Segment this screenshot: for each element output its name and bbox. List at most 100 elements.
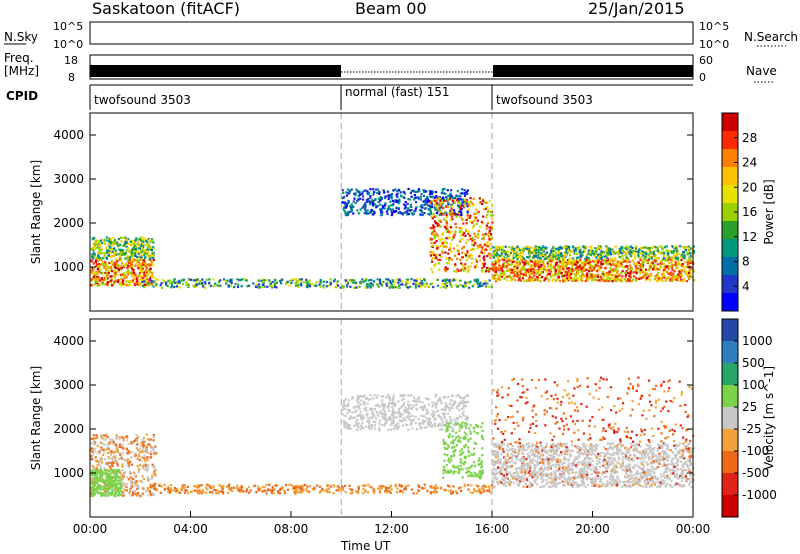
power-data-point xyxy=(512,256,515,259)
power-data-point xyxy=(440,191,443,195)
power-data-point xyxy=(284,282,288,285)
power-data-point xyxy=(610,248,613,251)
power-data-point xyxy=(314,284,317,287)
velocity-data-point xyxy=(338,486,341,489)
power-data-point xyxy=(438,196,442,199)
power-data-point xyxy=(445,257,448,260)
power-data-point xyxy=(117,279,120,282)
power-data-point xyxy=(496,258,499,261)
power-data-point xyxy=(459,210,463,213)
power-data-point xyxy=(126,266,129,269)
velocity-data-point xyxy=(245,490,248,493)
power-data-point xyxy=(487,210,490,213)
power-data-point xyxy=(524,268,527,271)
power-data-point xyxy=(545,275,548,278)
power-data-point xyxy=(146,248,150,251)
velocity-data-point xyxy=(449,406,453,409)
power-data-point xyxy=(655,267,658,271)
power-data-point xyxy=(109,238,112,241)
power-data-point xyxy=(391,286,394,289)
power-data-point xyxy=(597,265,600,268)
velocity-data-point xyxy=(230,487,233,490)
power-data-point xyxy=(94,239,98,243)
power-data-point xyxy=(400,212,403,215)
velocity-data-point xyxy=(275,484,278,487)
velocity-data-point xyxy=(396,487,399,490)
power-data-point xyxy=(473,279,476,282)
colorbar-tick-label: 20 xyxy=(742,180,757,194)
velocity-data-point xyxy=(93,484,97,487)
power-data-point xyxy=(450,210,453,213)
power-data-point xyxy=(102,256,106,259)
power-data-point xyxy=(152,276,155,279)
power-data-point xyxy=(130,251,133,254)
power-data-point xyxy=(536,265,539,268)
power-data-point xyxy=(430,192,434,195)
power-data-point xyxy=(564,262,567,266)
power-data-point xyxy=(373,203,377,206)
velocity-data-point xyxy=(127,464,130,467)
power-data-point xyxy=(372,202,375,205)
power-data-point xyxy=(453,254,457,257)
power-data-point xyxy=(437,203,440,206)
power-data-point xyxy=(571,251,574,254)
velocity-data-point xyxy=(155,468,158,472)
power-data-point xyxy=(354,281,358,284)
power-data-point xyxy=(139,244,142,247)
power-data-point xyxy=(132,253,135,256)
velocity-data-point xyxy=(273,488,276,491)
power-data-point xyxy=(512,275,515,278)
power-data-point xyxy=(468,216,471,219)
power-data-point xyxy=(492,254,495,257)
power-data-point xyxy=(397,207,400,211)
power-data-point xyxy=(373,211,376,214)
power-data-point xyxy=(637,261,640,265)
velocity-data-point xyxy=(115,482,118,485)
power-data-point xyxy=(161,278,165,282)
power-data-point xyxy=(575,256,579,260)
velocity-data-point xyxy=(373,491,376,495)
power-data-point xyxy=(454,284,458,287)
velocity-data-point xyxy=(91,472,94,476)
velocity-data-point xyxy=(200,483,203,487)
power-data-point xyxy=(570,267,573,271)
power-data-point xyxy=(98,252,101,255)
power-data-point xyxy=(471,221,474,224)
power-data-point xyxy=(639,266,642,269)
velocity-data-point xyxy=(103,490,106,493)
power-data-point xyxy=(583,267,586,271)
velocity-data-point xyxy=(142,487,145,490)
power-data-point xyxy=(500,248,503,251)
power-data-point xyxy=(536,262,540,265)
power-data-point xyxy=(397,202,400,205)
power-data-point xyxy=(358,190,361,194)
velocity-data-point xyxy=(236,486,239,490)
power-data-point xyxy=(441,251,444,254)
power-data-point xyxy=(138,283,141,287)
power-data-point xyxy=(566,273,569,276)
power-data-point xyxy=(105,262,108,265)
velocity-data-point xyxy=(106,436,109,439)
velocity-data-point xyxy=(444,489,448,492)
noise-left-tick-bottom: 10^0 xyxy=(53,38,83,51)
power-data-point xyxy=(560,252,563,256)
power-data-point xyxy=(414,201,418,204)
velocity-data-point xyxy=(451,492,454,495)
power-data-point xyxy=(498,266,501,269)
power-data-point xyxy=(222,278,226,281)
power-data-point xyxy=(471,248,474,251)
velocity-data-point xyxy=(133,455,136,458)
power-data-point xyxy=(585,260,589,264)
velocity-data-point xyxy=(114,478,117,481)
power-data-point xyxy=(455,194,458,197)
power-data-point xyxy=(642,251,645,254)
velocity-data-point xyxy=(126,452,129,455)
power-data-point xyxy=(600,263,603,266)
power-data-point xyxy=(439,206,442,209)
power-data-point xyxy=(419,209,422,212)
power-data-point xyxy=(443,187,446,191)
velocity-data-point xyxy=(417,485,421,488)
velocity-data-point xyxy=(139,479,142,483)
power-data-point xyxy=(608,277,612,280)
velocity-data-point xyxy=(221,487,224,491)
